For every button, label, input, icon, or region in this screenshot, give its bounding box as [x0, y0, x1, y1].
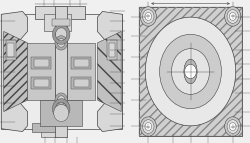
Bar: [74, 79, 89, 87]
Circle shape: [230, 12, 236, 20]
Bar: [71, 57, 91, 69]
Circle shape: [140, 117, 156, 136]
Bar: [55, 6, 68, 137]
Wedge shape: [52, 24, 70, 44]
Circle shape: [172, 49, 209, 94]
Bar: [52, 19, 70, 26]
Circle shape: [230, 123, 236, 131]
Circle shape: [227, 120, 238, 133]
Bar: [109, 43, 115, 57]
Bar: [139, 7, 242, 136]
Bar: [139, 7, 242, 136]
Circle shape: [225, 117, 241, 136]
Bar: [32, 123, 65, 132]
Bar: [28, 43, 55, 100]
Wedge shape: [55, 93, 68, 107]
Polygon shape: [98, 31, 121, 112]
Bar: [31, 57, 51, 69]
Bar: [8, 43, 14, 57]
Wedge shape: [52, 99, 70, 119]
Polygon shape: [98, 11, 122, 132]
Circle shape: [184, 64, 196, 79]
Circle shape: [140, 7, 156, 26]
Polygon shape: [4, 31, 28, 112]
Circle shape: [142, 10, 154, 23]
Circle shape: [142, 120, 154, 133]
Polygon shape: [1, 11, 28, 132]
Bar: [108, 40, 118, 60]
Bar: [34, 79, 49, 87]
Bar: [74, 59, 89, 67]
Circle shape: [160, 34, 222, 109]
Bar: [68, 43, 95, 100]
Circle shape: [225, 7, 241, 26]
Circle shape: [145, 17, 236, 126]
Bar: [31, 77, 51, 89]
Bar: [1, 14, 122, 129]
Circle shape: [227, 10, 238, 23]
Polygon shape: [184, 59, 197, 84]
Bar: [71, 77, 91, 89]
Bar: [35, 6, 85, 19]
Circle shape: [145, 12, 152, 20]
Bar: [41, 123, 56, 137]
Bar: [40, 100, 82, 126]
Bar: [6, 40, 16, 60]
Bar: [44, 14, 71, 31]
Circle shape: [145, 123, 152, 131]
Circle shape: [54, 104, 69, 122]
Polygon shape: [184, 59, 197, 84]
Wedge shape: [55, 36, 68, 50]
Bar: [34, 59, 49, 67]
